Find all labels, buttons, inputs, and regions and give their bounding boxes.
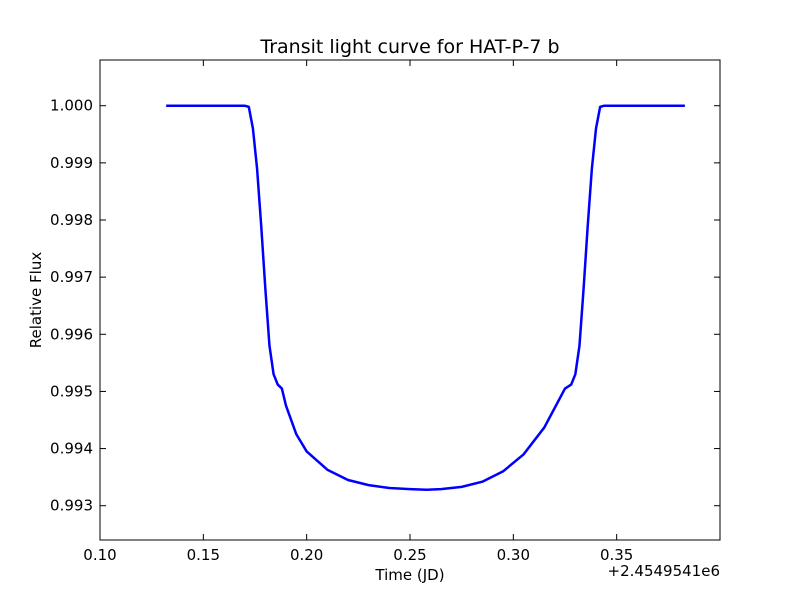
x-tick-label: 0.15 [187, 546, 220, 564]
x-axis-label: Time (JD) [374, 566, 444, 584]
x-tick-label: 0.30 [497, 546, 530, 564]
x-tick-label: 0.35 [600, 546, 633, 564]
x-axis-offset-label: +2.4549541e6 [608, 562, 720, 580]
y-tick-label: 0.993 [50, 497, 93, 515]
plot-frame [99, 59, 721, 541]
y-tick-label: 0.997 [50, 268, 93, 286]
series-layer [166, 104, 685, 491]
x-tick-label: 0.25 [393, 546, 426, 564]
y-tick-label: 0.999 [50, 154, 93, 172]
y-tick-label: 0.998 [50, 211, 93, 229]
y-tick-label: 0.995 [50, 382, 93, 400]
series-line [166, 104, 685, 491]
x-axis-ticks: 0.10 0.15 0.20 0.25 0.30 0.35 [83, 60, 633, 564]
y-tick-label: 0.996 [50, 325, 93, 343]
x-tick-label: 0.10 [83, 546, 116, 564]
y-tick-label: 0.994 [50, 440, 93, 458]
y-axis-label: Relative Flux [27, 252, 45, 349]
y-axis-ticks: 0.993 0.994 0.995 0.996 0.997 0.998 0.999 1.000 [50, 97, 720, 515]
chart-title: Transit light curve for HAT-P-7 b [259, 36, 559, 58]
y-tick-label: 1.000 [50, 97, 93, 115]
x-tick-label: 0.20 [290, 546, 323, 564]
